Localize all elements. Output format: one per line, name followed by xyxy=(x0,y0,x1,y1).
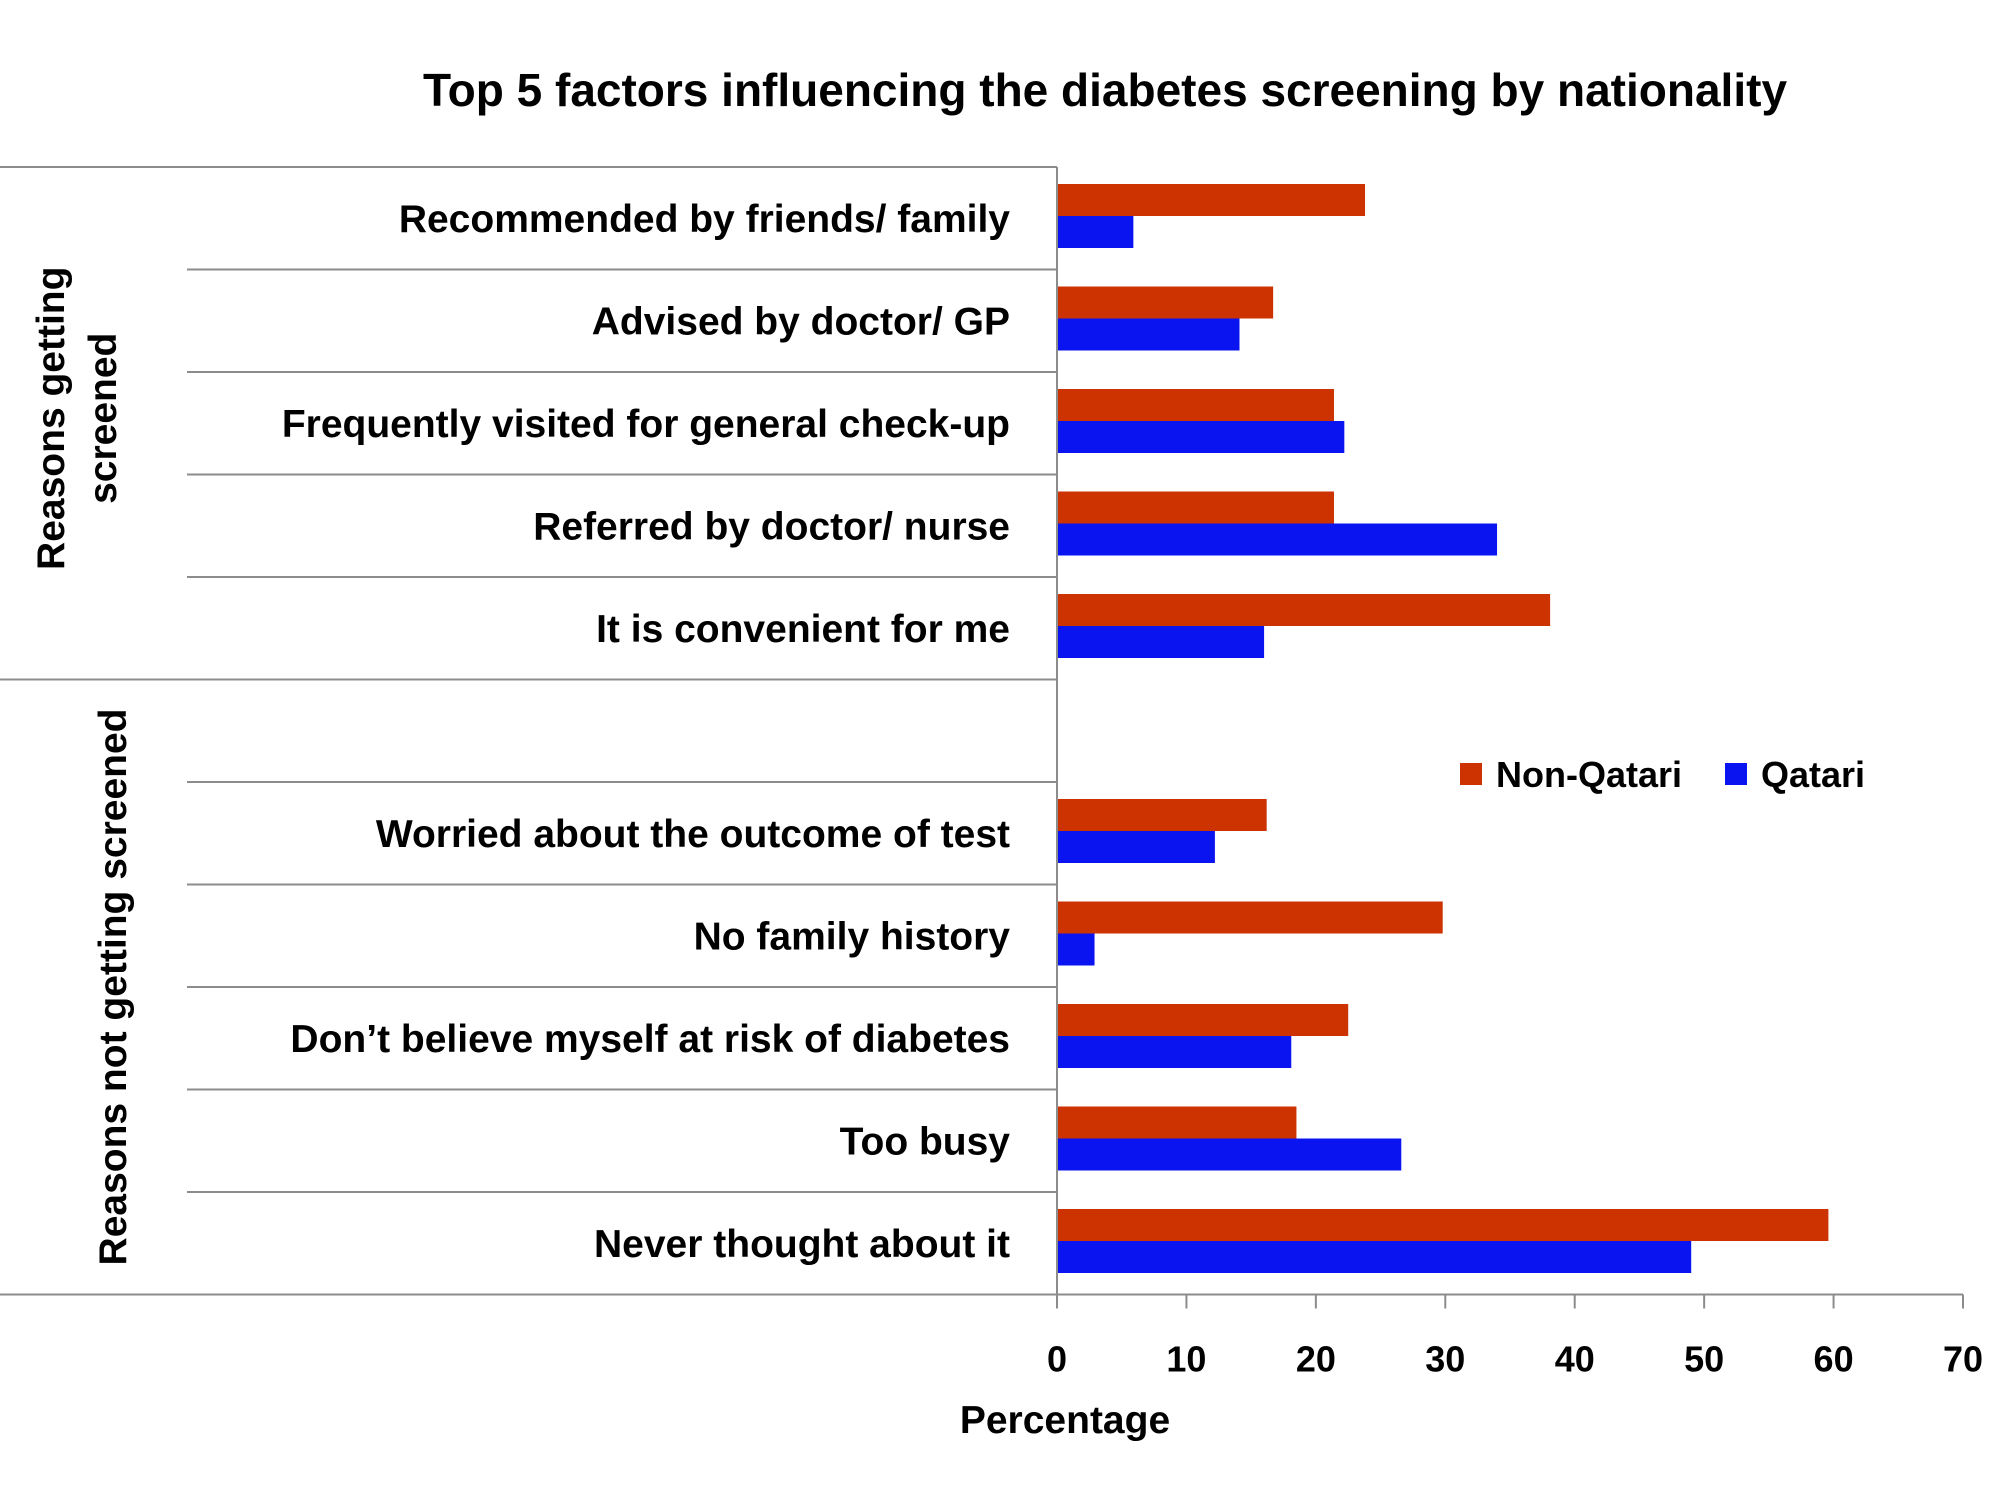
group-label-line: Reasons getting xyxy=(30,267,73,570)
bar-qatari xyxy=(1057,1138,1402,1171)
bar-non-qatari xyxy=(1057,491,1334,524)
category-label: It is convenient for me xyxy=(596,608,1010,651)
bar-qatari xyxy=(1057,933,1095,966)
bar-qatari xyxy=(1057,216,1134,248)
bar-qatari xyxy=(1057,1241,1692,1273)
bar-non-qatari xyxy=(1057,1106,1297,1139)
x-tick-label: 30 xyxy=(1425,1339,1465,1380)
bar-non-qatari xyxy=(1057,901,1443,934)
bar-qatari xyxy=(1057,831,1215,863)
bar-non-qatari xyxy=(1057,1209,1829,1241)
category-label: Too busy xyxy=(840,1121,1011,1164)
group-label-screened: Reasons getting screened xyxy=(30,267,125,570)
x-tick-label: 40 xyxy=(1555,1339,1595,1380)
x-tick-label: 0 xyxy=(1047,1339,1067,1380)
group-label-not-screened: Reasons not getting screened xyxy=(92,709,135,1266)
group-labels: Reasons getting screened Reasons not gett… xyxy=(30,267,135,1266)
x-tick-label: 10 xyxy=(1166,1339,1206,1380)
legend: Non-Qatari Qatari xyxy=(1460,754,1865,795)
bar-non-qatari xyxy=(1057,286,1274,319)
bar-non-qatari xyxy=(1057,184,1366,216)
bar-non-qatari xyxy=(1057,389,1334,421)
bar-qatari xyxy=(1057,318,1240,351)
bar-qatari xyxy=(1057,421,1345,453)
category-label: Never thought about it xyxy=(594,1223,1010,1266)
table-rules xyxy=(0,166,1057,1296)
category-label: Don’t believe myself at risk of diabetes xyxy=(290,1018,1010,1061)
bar-non-qatari xyxy=(1057,799,1267,831)
category-label: Recommended by friends/ family xyxy=(399,198,1010,241)
category-labels: Recommended by friends/ family Advised by… xyxy=(282,198,1010,1266)
group-label-line: screened xyxy=(82,333,125,504)
bar-qatari xyxy=(1057,626,1265,658)
x-tick-label: 70 xyxy=(1943,1339,1983,1380)
legend-swatch-qatari xyxy=(1725,763,1747,785)
bar-non-qatari xyxy=(1057,1004,1349,1036)
bar-qatari xyxy=(1057,523,1498,556)
bar-non-qatari xyxy=(1057,594,1551,626)
x-axis: 0 10 20 30 40 50 60 70 xyxy=(1047,167,1983,1380)
legend-label-qatari: Qatari xyxy=(1761,754,1865,795)
x-tick-label: 50 xyxy=(1684,1339,1724,1380)
category-label: Frequently visited for general check-up xyxy=(282,403,1010,446)
legend-swatch-non-qatari xyxy=(1460,763,1482,785)
bar-qatari xyxy=(1057,1036,1292,1068)
legend-label-non-qatari: Non-Qatari xyxy=(1496,754,1682,795)
x-tick-label: 60 xyxy=(1814,1339,1854,1380)
x-axis-title: Percentage xyxy=(960,1399,1170,1442)
category-label: No family history xyxy=(694,916,1011,959)
category-label: Worried about the outcome of test xyxy=(376,813,1010,856)
chart-title: Top 5 factors influencing the diabetes s… xyxy=(423,64,1787,116)
bars xyxy=(1057,184,1829,1273)
category-label: Referred by doctor/ nurse xyxy=(533,506,1010,549)
category-label: Advised by doctor/ GP xyxy=(592,301,1010,344)
x-tick-label: 20 xyxy=(1296,1339,1336,1380)
